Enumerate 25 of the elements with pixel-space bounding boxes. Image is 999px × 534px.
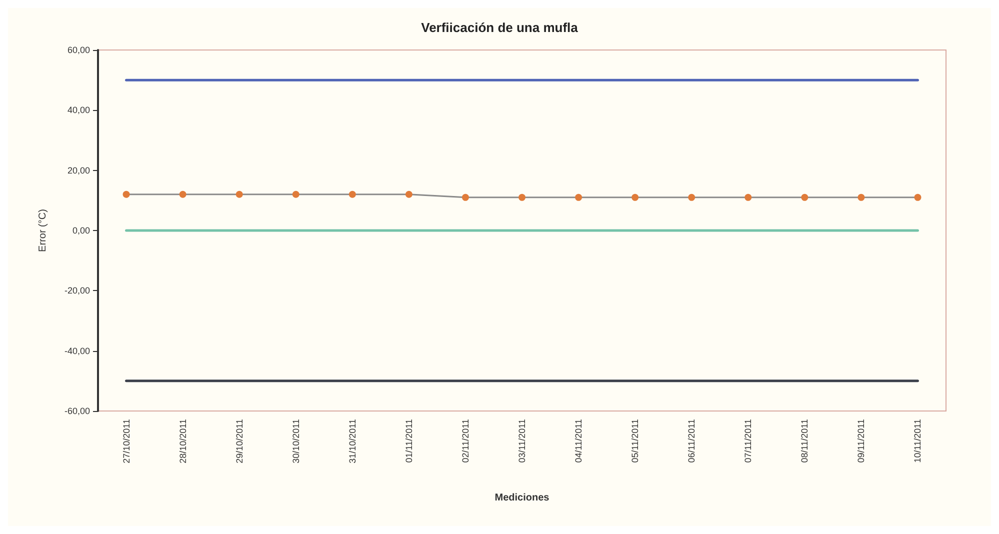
y-tick-label: -20,00 — [64, 286, 90, 296]
x-tick-label: 31/10/2011 — [347, 419, 358, 464]
x-tick-label: 07/11/2011 — [743, 419, 754, 463]
x-tick-label: 09/11/2011 — [856, 419, 866, 463]
chart-title: Verfiicación de una mufla — [421, 20, 579, 35]
x-tick-label: 29/10/2011 — [234, 419, 244, 464]
y-axis-title: Error (°C) — [38, 209, 48, 252]
x-tick-label: 02/11/2011 — [460, 419, 470, 463]
x-tick-label: 03/11/2011 — [517, 419, 527, 463]
y-tick-label: 20,00 — [67, 165, 90, 176]
x-tick-label: 04/11/2011 — [574, 419, 584, 463]
x-tick-label: 10/11/2011 — [912, 419, 923, 463]
x-axis-title: Mediciones — [494, 492, 550, 504]
x-tick-label: 08/11/2011 — [800, 419, 810, 463]
x-tick-label: 01/11/2011 — [404, 419, 414, 463]
y-tick-label: 40,00 — [67, 105, 90, 116]
y-tick-label: -40,00 — [64, 346, 90, 356]
x-tick-label: 30/10/2011 — [290, 419, 301, 464]
y-tick-label: 0,00 — [72, 226, 90, 236]
y-tick-label: -60,00 — [64, 406, 90, 416]
y-tick-label: 60,00 — [67, 45, 90, 55]
x-tick-label: 27/10/2011 — [121, 419, 132, 464]
x-tick-label: 06/11/2011 — [686, 419, 697, 463]
x-tick-label: 05/11/2011 — [630, 419, 640, 463]
x-tick-label: 28/10/2011 — [178, 419, 188, 464]
